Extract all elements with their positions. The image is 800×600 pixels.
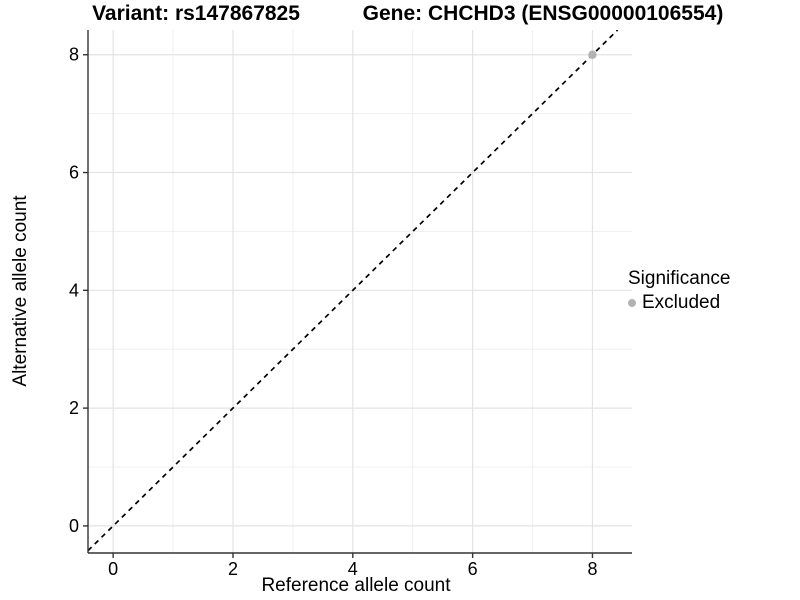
y-tick-label: 2 [69, 398, 79, 418]
legend: Significance Excluded [628, 268, 730, 314]
y-tick-label: 6 [69, 163, 79, 183]
legend-title: Significance [628, 268, 731, 289]
legend-item-label: Excluded [642, 292, 721, 313]
y-tick-label: 0 [69, 516, 79, 536]
x-tick-label: 4 [348, 559, 358, 579]
x-tick-label: 6 [468, 559, 478, 579]
y-axis-title: Alternative allele count [10, 195, 31, 387]
excluded-point-icon [628, 299, 636, 307]
y-tick-label: 4 [69, 280, 79, 300]
y-tick-label: 8 [69, 45, 79, 65]
data-point-excluded [588, 50, 597, 59]
variant-title: Variant: rs147867825 [92, 2, 300, 25]
x-axis-title: Reference allele count [261, 575, 451, 596]
x-tick-label: 2 [228, 559, 238, 579]
legend-item-excluded: Excluded [628, 292, 730, 314]
gene-title: Gene: CHCHD3 (ENSG00000106554) [362, 2, 724, 25]
x-tick-label: 8 [587, 559, 597, 579]
identity-line [88, 30, 619, 552]
x-tick-label: 0 [108, 559, 118, 579]
